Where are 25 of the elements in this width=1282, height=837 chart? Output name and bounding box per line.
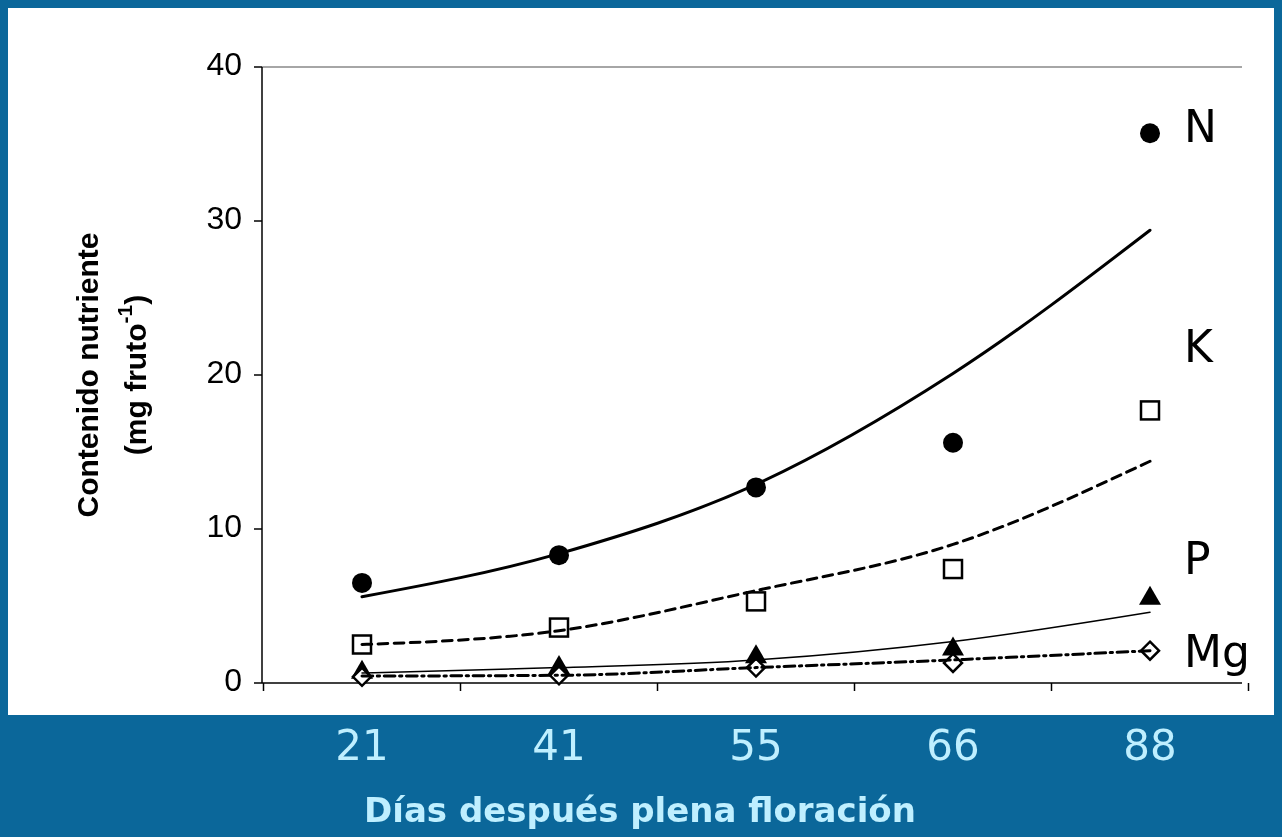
point <box>942 558 964 580</box>
point <box>351 634 373 655</box>
series-label: K <box>1184 321 1214 373</box>
y-tick-label: 40 <box>206 46 242 83</box>
series-label: P <box>1184 532 1211 584</box>
point <box>745 591 767 612</box>
point <box>1139 585 1161 605</box>
line-series <box>360 228 1152 599</box>
y-tick-label: 30 <box>206 200 242 237</box>
point <box>352 572 372 593</box>
x-tick-label: 66 <box>926 720 980 770</box>
x-tick-label: 88 <box>1123 720 1177 770</box>
x-tick-label: 21 <box>335 720 389 770</box>
series-label: Mg <box>1184 625 1250 677</box>
x-tick-label: 55 <box>729 720 783 770</box>
y-tick-label: 0 <box>224 662 242 699</box>
x-axis-title: Días después plena floración <box>364 789 916 830</box>
point <box>943 432 963 453</box>
point <box>1139 400 1161 421</box>
point <box>942 636 964 656</box>
y-tick-label: 20 <box>206 354 242 391</box>
point <box>1140 123 1160 144</box>
series-label: N <box>1184 101 1217 153</box>
x-tick-label: 41 <box>532 720 586 770</box>
y-tick-label: 10 <box>206 508 242 545</box>
